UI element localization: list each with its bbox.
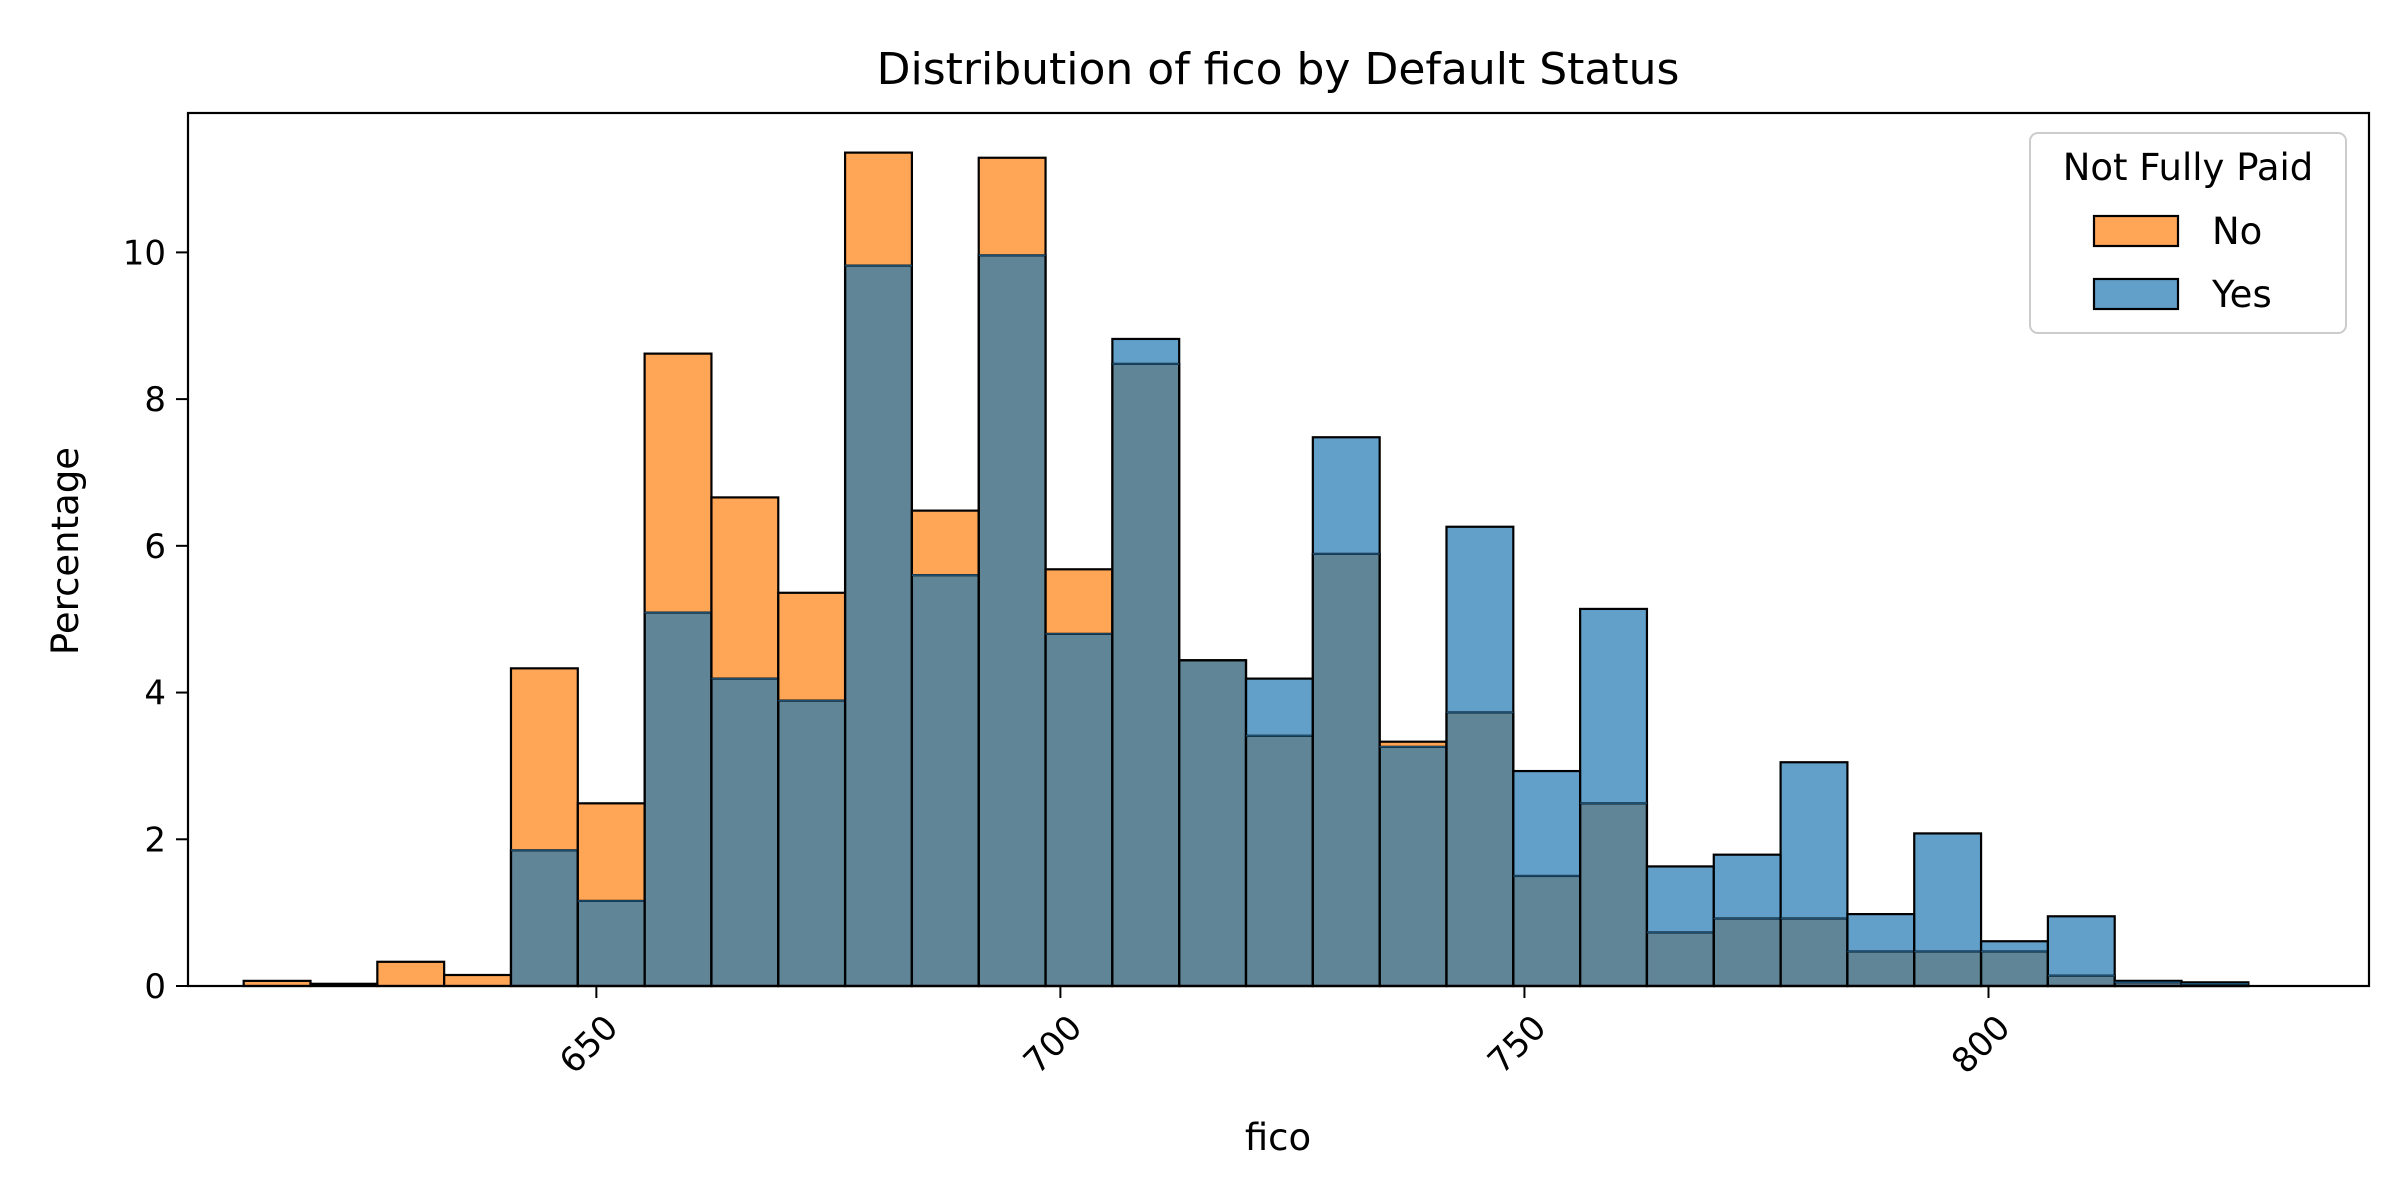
bar-top-bin-23	[1780, 762, 1848, 919]
x-axis-title: fico	[1245, 1116, 1311, 1159]
bar-overlap-bin-22	[1713, 918, 1781, 986]
y-tick-label-2: 4	[144, 674, 166, 714]
bar-overlap-bin-11	[978, 255, 1046, 986]
y-tick-label-4: 8	[144, 380, 166, 420]
bar-overlap-bin-24	[1847, 951, 1915, 986]
bar-overlap-bin-26	[1981, 951, 2048, 986]
bar-top-bin-15	[1246, 678, 1313, 736]
y-tick-label-3: 6	[144, 527, 166, 567]
bar-top-bin-24	[1847, 914, 1915, 952]
y-tick-label-5: 10	[123, 233, 166, 273]
bar-top-bin-2	[377, 961, 445, 986]
bar-top-bin-1	[310, 983, 378, 986]
bar-overlap-bin-27	[2047, 975, 2115, 986]
bar-top-bin-16	[1312, 437, 1380, 554]
bar-top-bin-27	[2047, 916, 2115, 976]
bar-overlap-bin-13	[1112, 363, 1180, 986]
bar-overlap-bin-29	[2181, 983, 2249, 986]
bar-overlap-bin-21	[1646, 932, 1714, 986]
bar-overlap-bin-7	[711, 678, 779, 986]
bar-overlap-bin-17	[1379, 746, 1447, 986]
bars-group	[242, 151, 2250, 988]
bar-overlap-bin-16	[1312, 553, 1380, 986]
legend-label-yes: Yes	[2211, 273, 2272, 316]
bar-overlap-bin-10	[911, 575, 979, 986]
plot-frame	[186, 111, 2371, 988]
bar-overlap-bin-28	[2114, 982, 2182, 986]
bar-top-bin-5	[577, 803, 645, 901]
bar-overlap-bin-18	[1446, 712, 1514, 986]
bar-top-bin-4	[510, 668, 578, 851]
bar-top-bin-11	[978, 157, 1046, 256]
bar-overlap-bin-15	[1246, 735, 1313, 986]
y-axis: 0 2 4 6 8 10	[123, 233, 188, 1007]
bar-overlap-bin-6	[644, 612, 712, 986]
bar-top-bin-26	[1981, 941, 2048, 952]
bar-top-bin-20	[1580, 608, 1647, 804]
chart-title: Distribution of fico by Default Status	[877, 44, 1680, 95]
legend-label-no: No	[2212, 210, 2262, 253]
bar-top-bin-13	[1112, 338, 1180, 364]
bar-overlap-bin-23	[1780, 918, 1848, 986]
bar-top-bin-22	[1713, 854, 1781, 919]
bar-overlap-bin-20	[1580, 803, 1647, 986]
bar-top-bin-0	[243, 980, 311, 986]
bar-overlap-bin-5	[577, 900, 645, 986]
bar-top-bin-6	[644, 353, 712, 613]
bar-top-bin-17	[1379, 741, 1447, 747]
legend: Not Fully Paid No Yes	[2029, 132, 2347, 334]
bar-top-bin-3	[444, 974, 511, 986]
bar-overlap-bin-12	[1045, 633, 1113, 986]
bar-top-bin-18	[1446, 526, 1514, 713]
legend-title: Not Fully Paid	[2063, 146, 2314, 189]
bar-overlap-bin-19	[1513, 875, 1581, 986]
bar-top-bin-10	[911, 510, 979, 576]
bar-top-bin-12	[1045, 569, 1113, 634]
bar-top-bin-25	[1914, 833, 1982, 952]
bar-top-bin-7	[711, 497, 779, 679]
bar-overlap-bin-25	[1914, 951, 1982, 986]
bar-overlap-bin-9	[845, 265, 912, 987]
legend-swatch-no	[2092, 214, 2180, 248]
bar-top-bin-9	[845, 152, 912, 266]
bar-top-bin-8	[778, 592, 846, 701]
legend-swatch-yes	[2092, 277, 2180, 311]
y-tick-label-1: 2	[144, 820, 166, 860]
bar-overlap-bin-14	[1179, 660, 1247, 986]
y-axis-title: Percentage	[44, 447, 87, 655]
y-tick-label-0: 0	[144, 967, 166, 1007]
bar-top-bin-21	[1646, 866, 1714, 933]
bar-top-bin-19	[1513, 771, 1581, 876]
bar-overlap-bin-8	[778, 700, 846, 986]
bar-overlap-bin-4	[510, 850, 578, 986]
